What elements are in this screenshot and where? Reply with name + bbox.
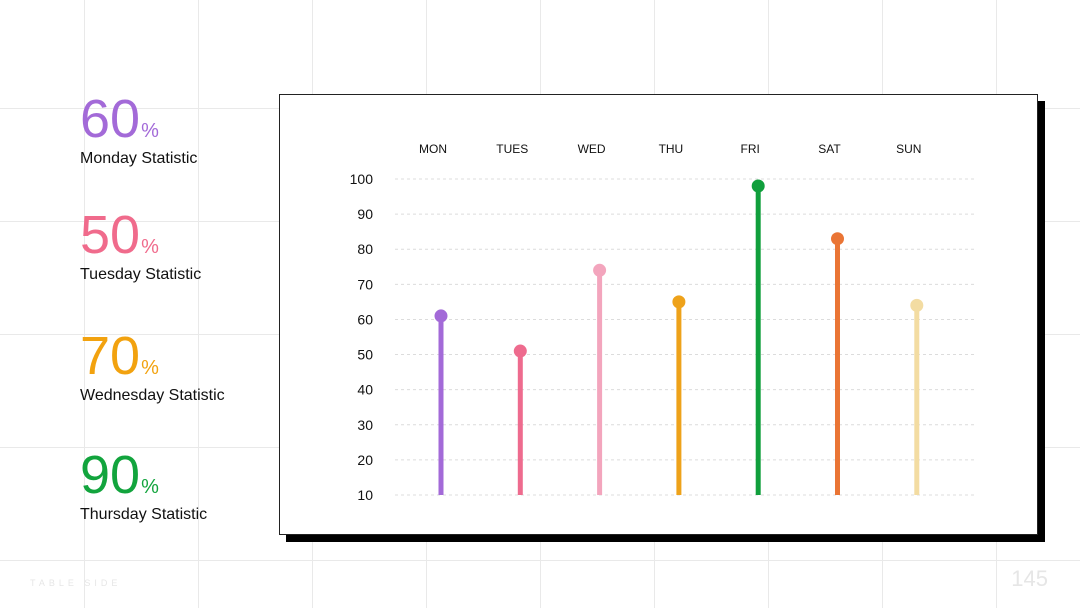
y-tick-label: 90 xyxy=(357,206,373,222)
stat-monday: 60% Monday Statistic xyxy=(80,92,197,168)
y-tick-label: 20 xyxy=(357,452,373,468)
lollipop-dot xyxy=(513,344,527,358)
lollipop-dot xyxy=(831,232,844,246)
y-tick-label: 70 xyxy=(357,276,373,292)
stat-unit: % xyxy=(141,120,159,142)
lollipop-dot xyxy=(910,298,924,312)
category-label: THU xyxy=(659,142,684,156)
lollipop-dot xyxy=(672,295,686,309)
stat-value: 50 xyxy=(80,205,141,265)
y-tick-label: 60 xyxy=(357,311,373,327)
stat-unit: % xyxy=(141,236,159,258)
stat-value-row: 60% xyxy=(80,92,197,146)
stat-tuesday: 50% Tuesday Statistic xyxy=(80,208,201,284)
lollipop-dot xyxy=(751,179,765,193)
category-label: FRI xyxy=(741,142,760,156)
y-tick-label: 100 xyxy=(350,171,374,187)
stat-value-row: 70% xyxy=(80,329,225,383)
category-label: MON xyxy=(419,142,447,156)
stat-value: 60 xyxy=(80,89,141,149)
footer-caption: TABLE SIDE xyxy=(30,578,122,588)
stat-value: 90 xyxy=(80,445,141,505)
stat-unit: % xyxy=(141,476,159,498)
category-label: WED xyxy=(578,142,606,156)
lollipop-chart: 100 90 80 70 60 50 40 30 20 10 MON TUES WED THU FRI SAT… xyxy=(350,142,977,503)
stat-label: Wednesday Statistic xyxy=(80,387,225,404)
lollipop-dot xyxy=(434,309,448,323)
category-label: SUN xyxy=(896,142,921,156)
stat-value-row: 90% xyxy=(80,448,207,502)
stat-wednesday: 70% Wednesday Statistic xyxy=(80,329,225,405)
stat-thursday: 90% Thursday Statistic xyxy=(80,448,207,524)
y-tick-label: 50 xyxy=(357,347,373,363)
stat-value-row: 50% xyxy=(80,208,201,262)
category-label: SAT xyxy=(818,142,841,156)
category-label: TUES xyxy=(496,142,528,156)
stat-label: Monday Statistic xyxy=(80,150,198,167)
stat-unit: % xyxy=(141,357,159,379)
lollipop-dot xyxy=(593,263,607,277)
y-tick-label: 80 xyxy=(357,241,373,257)
stat-label: Tuesday Statistic xyxy=(80,266,202,283)
y-tick-label: 10 xyxy=(357,487,373,503)
stat-value: 70 xyxy=(80,326,141,386)
stat-label: Thursday Statistic xyxy=(80,506,208,523)
chart-card: 100 90 80 70 60 50 40 30 20 10 MON TUES WED THU FRI SAT… xyxy=(279,94,1038,535)
page-number: 145 xyxy=(1011,566,1048,591)
y-tick-label: 40 xyxy=(357,382,373,398)
y-tick-label: 30 xyxy=(357,417,373,433)
